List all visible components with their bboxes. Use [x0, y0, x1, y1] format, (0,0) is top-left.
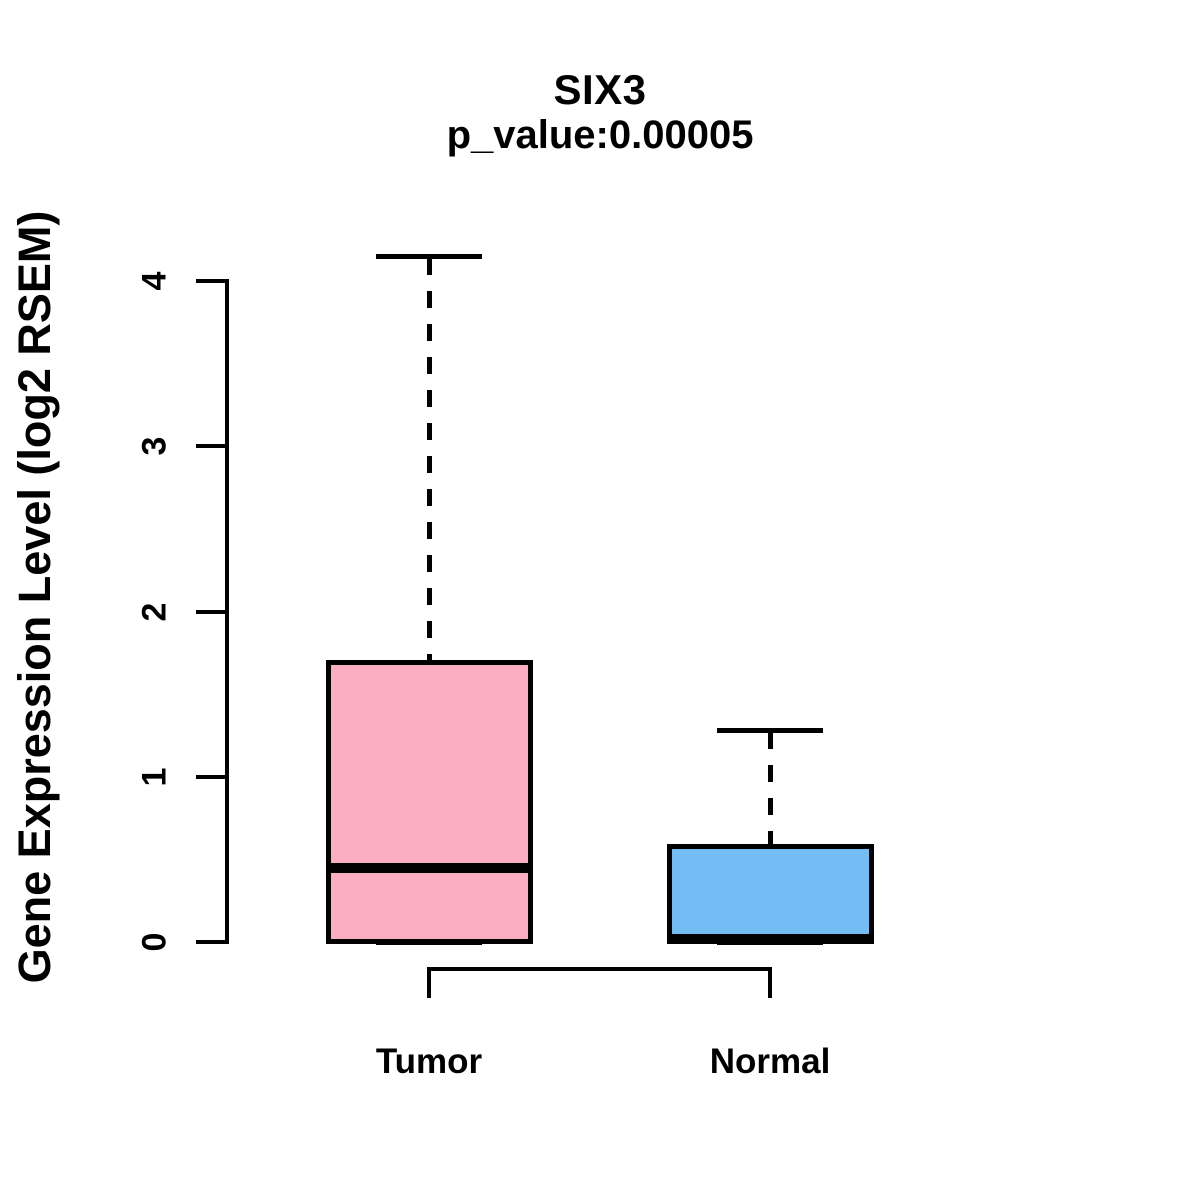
y-tick-label: 2: [135, 602, 174, 621]
y-axis-tick: [196, 609, 225, 614]
category-label-tumor: Tumor: [375, 1042, 483, 1081]
x-axis-line: [427, 967, 772, 971]
y-tick-label: 4: [135, 271, 174, 291]
box-normal: [666, 843, 874, 945]
y-tick-label: 0: [135, 932, 174, 952]
y-axis-tick: [196, 279, 225, 283]
whisker-stem-normal: [767, 732, 773, 845]
chart-subtitle: p_value:0.00005: [446, 113, 754, 157]
whisker-cap-upper-normal: [717, 727, 823, 733]
chart-title: SIX3: [553, 66, 647, 113]
y-axis-tick: [196, 774, 225, 779]
y-axis-tick: [196, 940, 225, 944]
x-axis-tick-right: [768, 967, 772, 998]
category-label-normal: Normal: [709, 1042, 831, 1081]
whisker-cap-upper-tumor: [376, 253, 482, 259]
x-axis-tick-left: [427, 967, 431, 998]
y-axis-line: [225, 279, 229, 944]
whisker-cap-lower-tumor: [376, 939, 482, 945]
y-tick-label: 1: [135, 767, 174, 787]
whisker-stem-tumor: [426, 258, 432, 661]
median-line-normal: [670, 933, 870, 944]
median-line-tumor: [329, 862, 529, 873]
y-tick-label: 3: [135, 436, 174, 456]
y-axis-tick: [196, 444, 225, 449]
whisker-cap-lower-normal: [717, 939, 823, 945]
box-tumor: [325, 660, 533, 945]
